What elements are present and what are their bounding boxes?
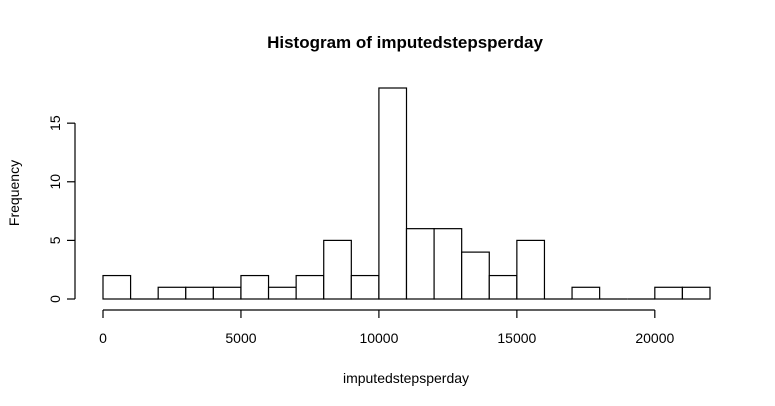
histogram-bar (350, 274, 380, 300)
y-tick-label: 15 (47, 115, 63, 131)
x-tick-label: 10000 (359, 330, 398, 346)
y-axis-label: Frequency (6, 160, 22, 226)
histogram-bars (102, 87, 711, 300)
histogram-bar (405, 228, 435, 300)
x-axis-label: imputedstepsperday (343, 370, 469, 386)
histogram-bar (571, 286, 601, 300)
x-tick-label: 0 (99, 330, 107, 346)
histogram-bar (157, 286, 187, 300)
x-tick-label: 15000 (497, 330, 536, 346)
x-axis: 0 5000 10000 15000 20000 (99, 309, 674, 346)
histogram-bar (488, 274, 518, 300)
histogram-bar (516, 239, 546, 300)
histogram-bar (240, 274, 270, 300)
y-tick-label: 10 (47, 174, 63, 190)
histogram-bar (102, 274, 132, 300)
histogram-bar (295, 274, 325, 300)
histogram-bar (378, 87, 408, 300)
histogram-bar (212, 286, 242, 300)
y-tick-label: 5 (47, 236, 63, 244)
y-tick-label: 0 (47, 295, 63, 303)
chart-title: Histogram of imputedstepsperday (267, 33, 543, 52)
x-tick-label: 5000 (225, 330, 256, 346)
histogram-bar (185, 286, 214, 300)
histogram-bar (681, 286, 711, 300)
histogram-bar (654, 286, 684, 300)
histogram-bar (433, 228, 463, 300)
x-tick-label: 20000 (635, 330, 674, 346)
histogram-bar (267, 286, 297, 300)
histogram-bar (323, 239, 352, 300)
histogram-bar (461, 251, 490, 300)
y-axis: 0 5 10 15 (47, 115, 76, 303)
